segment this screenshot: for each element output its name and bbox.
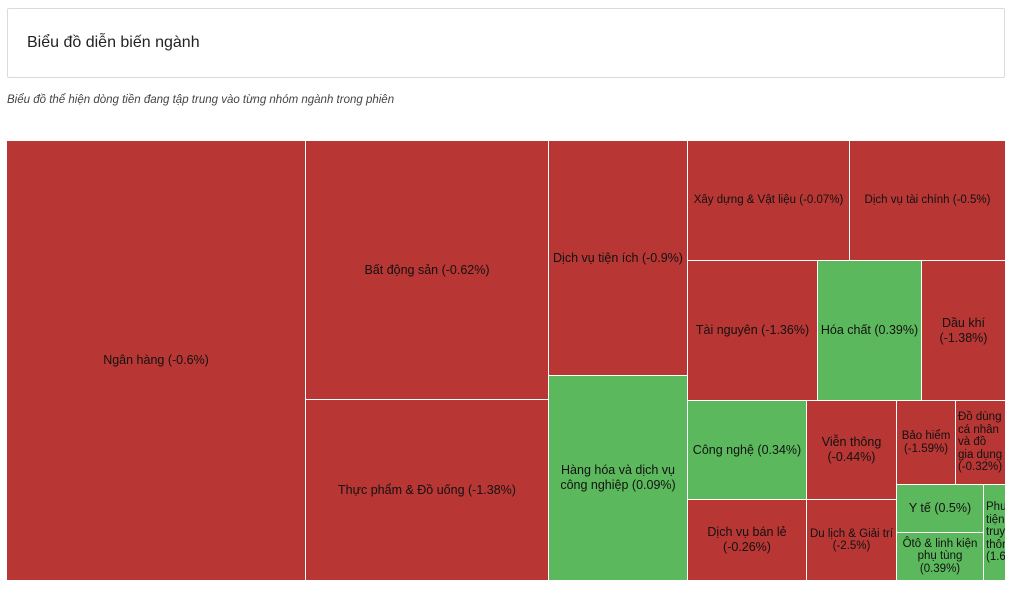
treemap-tile-label: Công nghệ (0.34%) (692, 442, 802, 457)
treemap-tile[interactable]: Du lịch & Giải trí (-2.5%) (807, 500, 897, 581)
treemap-tile[interactable]: Bảo hiểm (-1.59%) (897, 401, 956, 485)
treemap-tile[interactable]: Dịch vụ tiện ích (-0.9%) (549, 141, 688, 376)
treemap-tile-label: Hàng hóa và dịch vụ công nghiệp (0.09%) (560, 463, 676, 492)
treemap-tile-label: Ôtô & linh kiện phụ tùng (0.39%) (902, 537, 978, 575)
treemap-tile-label: Dịch vụ tài chính (-0.5%) (864, 194, 991, 207)
treemap-tile-label: Viễn thông (-0.44%) (821, 435, 882, 464)
treemap-tile[interactable]: Dịch vụ bán lẻ (-0.26%) (688, 500, 807, 581)
treemap-tile-label: Dịch vụ bán lẻ (-0.26%) (707, 525, 787, 554)
treemap-tile[interactable]: Đồ dùng cá nhân và đồ gia dụng (-0.32%) (956, 401, 1006, 485)
treemap-tile-label: Dịch vụ tiện ích (-0.9%) (553, 250, 683, 265)
treemap-tile-label: Ngân hàng (-0.6%) (103, 353, 209, 367)
treemap-tile-label: Tài nguyên (-1.36%) (695, 323, 810, 337)
treemap-tile-label: Thực phẩm & Đồ uống (-1.38%) (338, 482, 516, 497)
treemap-tile[interactable]: Ôtô & linh kiện phụ tùng (0.39%) (897, 533, 984, 581)
treemap-tile-label: Phương tiện truyền thông (1.6 (986, 501, 1006, 564)
treemap-tile[interactable]: Phương tiện truyền thông (1.6 (984, 485, 1006, 581)
treemap-tile-label: Bảo hiểm (-1.59%) (901, 430, 951, 455)
treemap-tile[interactable]: Xây dựng & Vật liệu (-0.07%) (688, 141, 850, 261)
treemap-tile[interactable]: Bất động sản (-0.62%) (306, 141, 549, 400)
treemap-tile[interactable]: Công nghệ (0.34%) (688, 401, 807, 500)
treemap-tile[interactable]: Thực phẩm & Đồ uống (-1.38%) (306, 400, 549, 581)
treemap-tile[interactable]: Dầu khí (-1.38%) (922, 261, 1006, 401)
chart-description: Biểu đồ thể hiện dòng tiền đang tập trun… (7, 94, 395, 106)
treemap-tile-label: Y tế (0.5%) (908, 501, 972, 515)
treemap-tile-label: Bất động sản (-0.62%) (364, 262, 490, 277)
treemap-tile-label: Đồ dùng cá nhân và đồ gia dụng (-0.32%) (958, 411, 1003, 474)
treemap-tile-label: Dầu khí (-1.38%) (939, 315, 988, 345)
sector-treemap: Ngân hàng (-0.6%) Bất động sản (-0.62%) Th… (7, 141, 1006, 581)
treemap-tile[interactable]: Viễn thông (-0.44%) (807, 401, 897, 500)
treemap-tile[interactable]: Dịch vụ tài chính (-0.5%) (850, 141, 1006, 261)
page-title: Biểu đồ diễn biến ngành (27, 34, 200, 51)
treemap-tile-label: Du lịch & Giải trí (-2.5%) (809, 527, 894, 553)
treemap-tile-label: Xây dựng & Vật liệu (-0.07%) (693, 194, 844, 207)
treemap-tile[interactable]: Hàng hóa và dịch vụ công nghiệp (0.09%) (549, 376, 688, 581)
treemap-tile-label: Hóa chất (0.39%) (820, 323, 919, 337)
treemap-tile[interactable]: Hóa chất (0.39%) (818, 261, 922, 401)
treemap-tile[interactable]: Ngân hàng (-0.6%) (7, 141, 306, 581)
treemap-tile[interactable]: Tài nguyên (-1.36%) (688, 261, 818, 401)
treemap-tile[interactable]: Y tế (0.5%) (897, 485, 984, 533)
header-card: Biểu đồ diễn biến ngành (7, 8, 1005, 78)
